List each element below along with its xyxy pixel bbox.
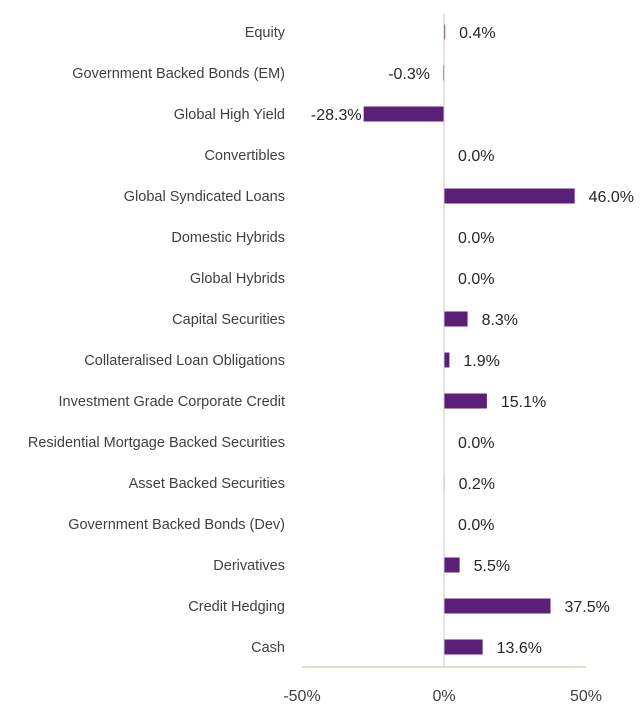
data-label: 0.0% <box>458 230 494 247</box>
category-label: Capital Securities <box>172 312 285 328</box>
category-label: Asset Backed Securities <box>129 476 285 492</box>
data-label: 37.5% <box>565 599 610 616</box>
category-label: Investment Grade Corporate Credit <box>59 394 285 410</box>
bar <box>444 393 487 409</box>
labels-layer: -50% 0% 50% Equity 0.4% Government Backed Bon… <box>28 25 634 704</box>
data-label: 0.0% <box>458 517 494 534</box>
category-label: Convertibles <box>204 148 285 164</box>
data-label: 1.9% <box>463 353 499 370</box>
data-label: 0.0% <box>458 435 494 452</box>
bar <box>363 106 444 122</box>
bar <box>444 598 551 614</box>
data-label: 15.1% <box>501 394 546 411</box>
data-label: 0.0% <box>458 271 494 288</box>
bar <box>444 639 483 655</box>
data-label: 0.0% <box>458 148 494 165</box>
data-label: 13.6% <box>497 640 542 657</box>
x-tick-label: -50% <box>283 688 320 704</box>
data-label: 8.3% <box>482 312 518 329</box>
bar <box>444 188 575 204</box>
category-label: Global Syndicated Loans <box>124 189 285 205</box>
category-label: Government Backed Bonds (EM) <box>72 66 285 82</box>
bar <box>444 311 468 327</box>
data-label: -0.3% <box>388 66 430 83</box>
x-tick-label: 0% <box>432 688 455 704</box>
category-label: Residential Mortgage Backed Securities <box>28 435 285 451</box>
category-label: Derivatives <box>213 558 285 574</box>
axis-layer <box>302 14 586 668</box>
category-label: Global Hybrids <box>190 271 285 287</box>
data-label: 0.2% <box>459 476 495 493</box>
category-label: Collateralised Loan Obligations <box>84 353 285 369</box>
category-label: Government Backed Bonds (Dev) <box>68 517 285 533</box>
bar <box>444 24 446 40</box>
data-label: 5.5% <box>474 558 510 575</box>
x-tick-label: 50% <box>570 688 602 704</box>
data-label: 46.0% <box>589 189 634 206</box>
category-label: Domestic Hybrids <box>171 230 285 246</box>
category-label: Global High Yield <box>174 107 285 123</box>
data-label: 0.4% <box>459 25 495 42</box>
data-label: -28.3% <box>311 107 362 124</box>
bar <box>444 352 450 368</box>
bar <box>444 557 460 573</box>
bars-layer <box>363 24 575 655</box>
category-label: Cash <box>251 640 285 656</box>
category-label: Equity <box>245 25 286 41</box>
category-label: Credit Hedging <box>188 599 285 615</box>
